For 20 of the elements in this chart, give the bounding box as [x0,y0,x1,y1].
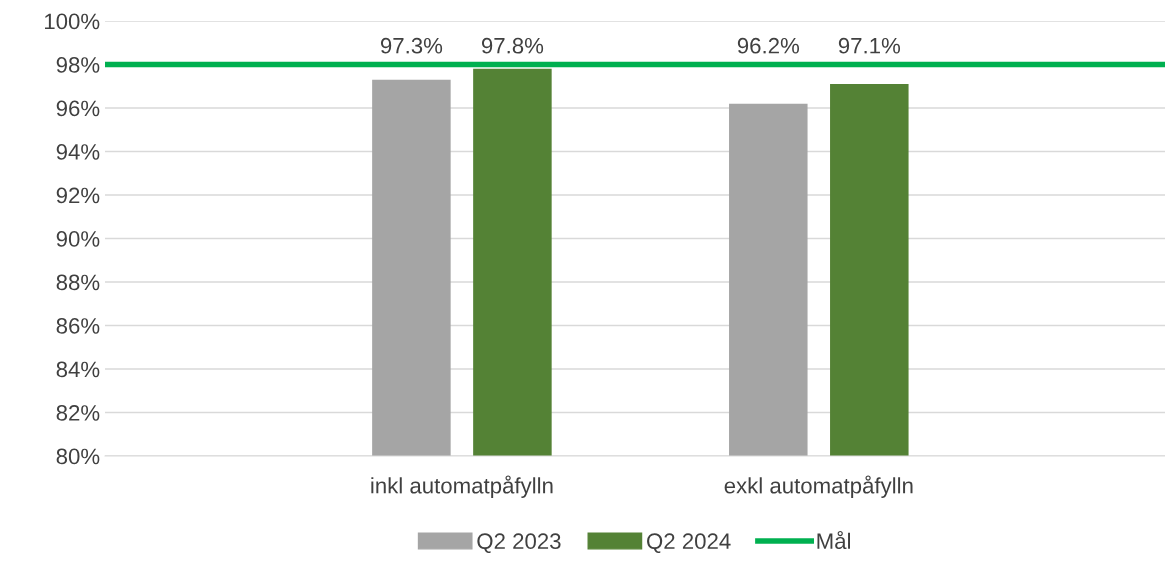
legend-label: Q2 2023 [477,533,561,554]
y-tick-label: 86% [56,318,100,334]
x-tick-label: exkl automatpåfylln [724,475,913,498]
y-tick-label: 88% [56,274,100,291]
y-tick-label: 98% [56,57,100,73]
y-tick-label: 92% [56,187,100,204]
y-tick-label: 84% [56,361,100,378]
data-label: 97.3% [380,37,443,54]
y-tick-label: 80% [56,448,100,465]
legend-label: Mål [817,530,850,550]
x-tick-label: inkl automatpåfylln [371,475,553,498]
y-tick-label: 82% [56,405,100,421]
legend-label: Q2 2024 [647,533,731,554]
data-label: 97.1% [838,37,901,54]
y-tick-label: 90% [56,231,100,247]
y-tick-label: 94% [56,144,100,160]
y-tick-label: 96% [56,100,100,117]
y-tick-label: 100% [45,13,100,30]
data-label: 97.8% [481,37,544,54]
data-label: 96.2% [737,37,800,54]
